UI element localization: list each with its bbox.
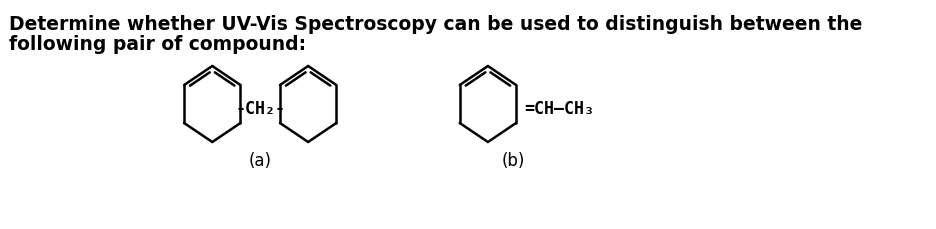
Text: (b): (b) (502, 151, 525, 169)
Text: -CH₂-: -CH₂- (235, 100, 285, 117)
Text: Determine whether UV-Vis Spectroscopy can be used to distinguish between the: Determine whether UV-Vis Spectroscopy ca… (8, 15, 861, 34)
Text: (a): (a) (248, 151, 271, 169)
Text: =CH–CH₃: =CH–CH₃ (524, 100, 594, 117)
Text: following pair of compound:: following pair of compound: (8, 35, 305, 54)
